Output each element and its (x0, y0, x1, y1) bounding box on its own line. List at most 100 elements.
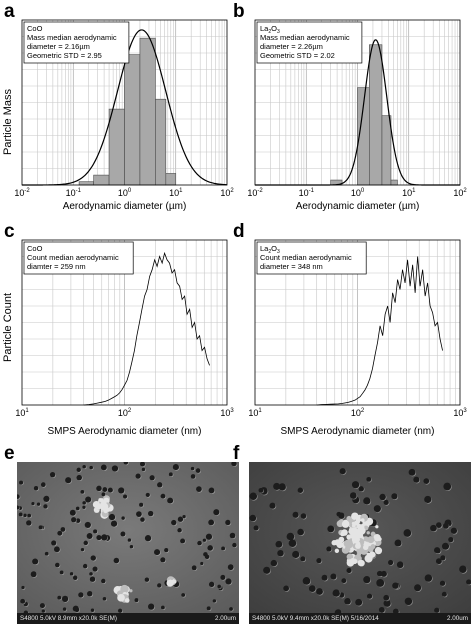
legend-text-main: diameter = 2.16µm (27, 42, 90, 51)
sem-pore (435, 547, 441, 554)
legend-text-subscript: 2 (268, 29, 271, 35)
legend-text: Mass median aerodynamic (27, 33, 117, 42)
sem-agglomerate-particle (100, 504, 106, 510)
sem-pore (160, 557, 166, 563)
sem-pore (19, 480, 24, 485)
sem-pore (80, 489, 85, 494)
sem-pore (157, 583, 162, 588)
sem-pore (75, 518, 81, 523)
histogram-bar (108, 108, 125, 186)
legend-text-main: CoO (27, 244, 43, 253)
sem-pore (404, 597, 413, 606)
x-tick-exponent: 1 (412, 188, 416, 194)
legend-text-main: diamter = 259 nm (27, 262, 86, 271)
panel-letter-d: d (233, 221, 245, 242)
x-tick-exponent: 2 (230, 188, 234, 194)
legend-text-main: Count median aerodynamic (27, 253, 119, 262)
sem-pore (441, 591, 447, 597)
legend-text-subscript: 3 (277, 29, 280, 35)
x-tick-base: 10 (453, 188, 463, 198)
sem-pore (44, 551, 49, 556)
sem-pore (217, 584, 221, 589)
sem-agglomerate-particle (368, 551, 376, 559)
legend-frame (23, 21, 130, 64)
sem-pore (297, 528, 304, 536)
sem-caption-e: S4800 5.0kV 8.9mm x20.0k SE(M) (17, 613, 239, 624)
sem-pore (144, 577, 150, 582)
sem-pore (388, 559, 394, 566)
sem-pore (61, 595, 69, 603)
x-tick-label: 10-2 (14, 188, 30, 198)
sem-image-e: S4800 5.0kV 8.9mm x20.0k SE(M) 2.00um (17, 462, 239, 624)
sem-pore (82, 465, 86, 469)
sem-pore (443, 523, 449, 529)
sem-agglomerate-particle (336, 520, 344, 528)
sem-pore (89, 576, 96, 582)
legend-text: Geometric STD = 2.02 (260, 51, 335, 60)
legend-text-main: O (271, 24, 277, 33)
sem-pore (391, 493, 398, 500)
histogram-bar (369, 44, 383, 186)
sem-agglomerate-particle (366, 531, 370, 535)
sem-pore (341, 578, 347, 584)
sem-pore (366, 593, 373, 599)
sem-pore (51, 540, 57, 546)
sem-pore (87, 591, 93, 597)
sem-pore (38, 525, 43, 530)
x-axis-label-a: Aerodynamic diameter (µm) (62, 201, 187, 212)
legend-text-main: O (271, 244, 277, 253)
sem-pore (168, 472, 173, 477)
sem-pore (196, 486, 202, 493)
sem-pore (270, 559, 278, 567)
sem-pore (330, 573, 337, 580)
sem-pore (75, 506, 80, 511)
sem-pore (90, 555, 96, 561)
sem-pore (82, 505, 86, 509)
sem-image-f: S4800 5.0kV 9.4mm x20.0k SE(M) 5/16/2014… (249, 462, 471, 624)
sem-pore (76, 474, 83, 481)
legend-text-main: Mass median aerodynamic (260, 33, 350, 42)
sem-pore (127, 538, 132, 542)
y-axis-label-count: Particle Count (2, 292, 14, 362)
sem-pore (113, 557, 120, 564)
sem-pore (378, 606, 385, 613)
sem-pore (107, 487, 113, 493)
sem-pore (101, 534, 108, 541)
sem-agglomerate-particle (98, 498, 102, 502)
x-tick-label: 100 (118, 188, 132, 198)
sem-pore (269, 502, 276, 509)
legend-text: CoO (27, 24, 43, 33)
sem-pore (110, 520, 118, 527)
x-tick-exponent: 2 (128, 408, 132, 414)
sem-pore (41, 609, 45, 613)
x-tick-label: 10-2 (247, 188, 263, 198)
sem-pore (351, 481, 360, 489)
sem-pore (55, 562, 60, 568)
sem-pore (273, 482, 281, 490)
sem-pore (134, 598, 139, 603)
sem-pore (177, 528, 182, 533)
sem-pore (140, 462, 146, 467)
x-tick-label: 103 (453, 408, 467, 418)
x-tick-label: 10-1 (66, 188, 82, 198)
sem-agglomerate-particle (370, 544, 376, 550)
legend-text: La2O3 (260, 244, 280, 255)
legend-text-main: La (260, 244, 269, 253)
sem-pore (204, 554, 210, 560)
sem-pore (141, 467, 146, 472)
y-axis-label-mass: Particle Mass (2, 88, 14, 155)
sem-pore (383, 499, 389, 506)
sem-agglomerate-particle (351, 523, 356, 528)
sem-pore (180, 538, 186, 544)
sem-pore (17, 505, 20, 510)
sem-pore (436, 522, 442, 528)
sem-pore (459, 565, 467, 574)
x-axis-label-b: Aerodynamic diameter (µm) (295, 201, 420, 212)
sem-pore (358, 486, 364, 492)
sem-agglomerate-particle (343, 539, 352, 548)
sem-pore (69, 509, 76, 516)
sem-scale-label-e: 2.00um (214, 615, 236, 622)
plot-frame (254, 19, 461, 186)
